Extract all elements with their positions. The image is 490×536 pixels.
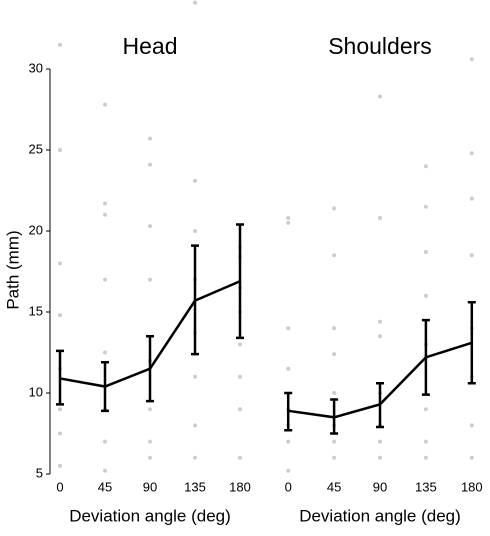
raw-point bbox=[148, 455, 152, 460]
raw-point bbox=[148, 277, 152, 282]
raw-point bbox=[238, 374, 242, 379]
raw-point bbox=[148, 224, 152, 229]
raw-point bbox=[58, 261, 62, 266]
x-tick-label: 45 bbox=[98, 479, 112, 494]
x-tick-label: 0 bbox=[285, 479, 292, 494]
raw-point bbox=[193, 455, 197, 460]
raw-point bbox=[193, 374, 197, 379]
raw-point bbox=[423, 455, 428, 460]
x-tick-label: 90 bbox=[373, 479, 387, 494]
y-tick-label: 5 bbox=[36, 465, 43, 480]
error-bar bbox=[101, 360, 109, 413]
y-tick-label: 15 bbox=[29, 303, 43, 318]
raw-point bbox=[469, 196, 474, 201]
raw-point bbox=[332, 439, 337, 444]
raw-point bbox=[378, 334, 382, 339]
raw-point bbox=[193, 0, 197, 5]
raw-point bbox=[423, 407, 428, 412]
raw-point bbox=[378, 439, 382, 444]
raw-point bbox=[286, 439, 291, 444]
raw-point bbox=[103, 102, 107, 107]
raw-point bbox=[103, 277, 107, 282]
y-tick-label: 20 bbox=[29, 222, 43, 237]
x-tick-label: 180 bbox=[229, 479, 251, 494]
y-tick-label: 10 bbox=[29, 384, 43, 399]
raw-point bbox=[286, 216, 291, 221]
raw-point bbox=[148, 407, 152, 412]
x-tick-label: 180 bbox=[461, 479, 483, 494]
raw-point bbox=[58, 463, 62, 468]
raw-point bbox=[238, 455, 242, 460]
x-tick-label: 0 bbox=[56, 479, 63, 494]
raw-point bbox=[193, 229, 197, 233]
x-tick-label: 135 bbox=[184, 479, 206, 494]
raw-point bbox=[58, 431, 62, 436]
raw-point bbox=[332, 326, 337, 331]
raw-point bbox=[469, 57, 474, 62]
panel-title: Head bbox=[123, 33, 178, 59]
raw-point bbox=[378, 216, 382, 221]
raw-point bbox=[58, 148, 62, 152]
error-bar bbox=[56, 349, 64, 406]
x-tick-label: 45 bbox=[327, 479, 341, 494]
raw-point bbox=[148, 136, 152, 141]
y-tick-label: 25 bbox=[29, 141, 43, 156]
raw-point bbox=[286, 468, 291, 473]
raw-point bbox=[103, 350, 107, 355]
raw-point bbox=[423, 204, 428, 209]
raw-point bbox=[332, 352, 337, 357]
raw-point bbox=[332, 253, 337, 258]
raw-point bbox=[332, 391, 337, 395]
error-bar bbox=[236, 223, 244, 340]
y-tick-label: 30 bbox=[29, 60, 43, 75]
raw-point bbox=[469, 151, 474, 156]
raw-point bbox=[193, 178, 197, 183]
error-bar bbox=[146, 335, 154, 403]
raw-point bbox=[423, 250, 428, 255]
raw-point bbox=[378, 94, 382, 99]
error-bar bbox=[376, 382, 384, 429]
raw-point bbox=[238, 342, 242, 347]
raw-point bbox=[193, 423, 197, 428]
raw-point bbox=[469, 423, 474, 428]
y-axis-label: Path (mm) bbox=[3, 230, 22, 309]
raw-point bbox=[423, 293, 428, 298]
x-axis-label: Deviation angle (deg) bbox=[299, 506, 461, 525]
error-bar bbox=[284, 391, 293, 432]
x-axis-label: Deviation angle (deg) bbox=[69, 506, 231, 525]
x-tick-label: 90 bbox=[143, 479, 157, 494]
error-bar bbox=[467, 301, 476, 385]
x-tick-label: 135 bbox=[415, 479, 437, 494]
raw-point bbox=[378, 319, 382, 324]
raw-point bbox=[332, 455, 337, 460]
raw-point bbox=[58, 313, 62, 318]
error-bar bbox=[330, 398, 339, 435]
raw-point bbox=[103, 468, 107, 473]
raw-point bbox=[423, 164, 428, 169]
error-bar bbox=[421, 318, 430, 396]
panel-title: Shoulders bbox=[328, 33, 432, 59]
raw-point bbox=[148, 439, 152, 444]
raw-point bbox=[286, 326, 291, 331]
raw-point bbox=[286, 220, 291, 225]
raw-point bbox=[332, 206, 337, 211]
error-bar bbox=[191, 244, 199, 356]
raw-point bbox=[103, 212, 107, 217]
raw-point bbox=[423, 439, 428, 444]
raw-point bbox=[148, 162, 152, 167]
raw-point bbox=[58, 42, 62, 47]
raw-point bbox=[103, 201, 107, 206]
raw-point bbox=[286, 366, 291, 371]
raw-point bbox=[469, 253, 474, 258]
raw-point bbox=[103, 439, 107, 444]
raw-point bbox=[469, 455, 474, 460]
raw-point bbox=[58, 407, 62, 412]
raw-point bbox=[378, 455, 382, 460]
raw-point bbox=[238, 407, 242, 412]
